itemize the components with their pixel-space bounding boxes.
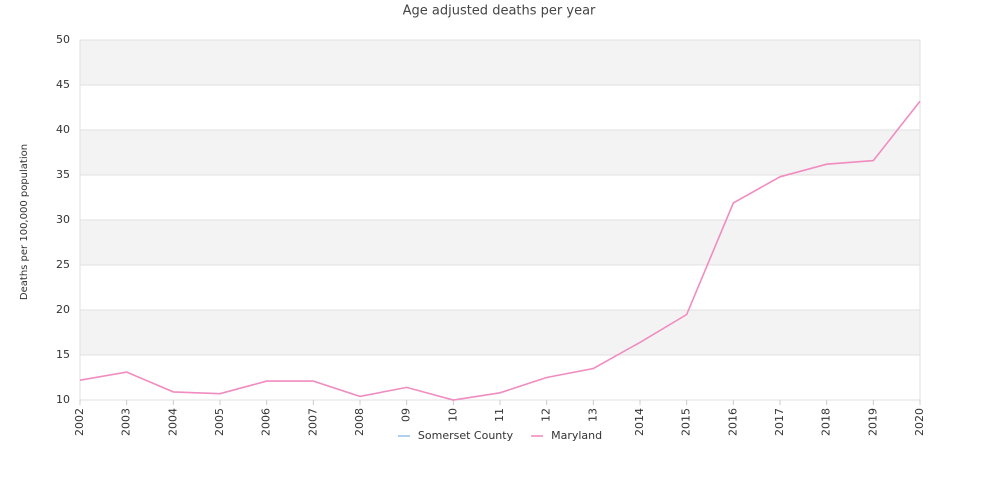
y-tick-label: 50: [56, 33, 70, 46]
y-axis-label: Deaths per 100,000 population: [19, 144, 30, 300]
legend-label: Somerset County: [418, 429, 514, 442]
series-line: [79, 100, 921, 401]
x-tick-label: 2016: [726, 408, 739, 436]
y-tick-label: 45: [56, 78, 70, 91]
x-tick-label: 2006: [260, 408, 273, 436]
y-tick-label: 10: [56, 393, 70, 406]
x-tick-label: 2018: [820, 408, 833, 436]
legend-label: Maryland: [551, 429, 602, 442]
y-tick-label: 30: [56, 213, 70, 226]
grid-band: [80, 310, 920, 355]
x-tick-label: 09: [400, 408, 413, 422]
grid-band: [80, 220, 920, 265]
y-tick-label: 35: [56, 168, 70, 181]
y-tick-label: 25: [56, 258, 70, 271]
x-tick-label: 2019: [866, 408, 879, 436]
x-tick-label: 2002: [73, 408, 86, 436]
x-tick-label: 2005: [213, 408, 226, 436]
y-tick-label: 15: [56, 348, 70, 361]
x-tick-label: 2020: [913, 408, 926, 436]
x-tick-label: 2008: [353, 408, 366, 436]
x-tick-label: 12: [540, 408, 553, 422]
y-tick-label: 40: [56, 123, 70, 136]
x-tick-label: 2017: [773, 408, 786, 436]
x-tick-label: 2004: [166, 408, 179, 436]
x-tick-label: 13: [586, 408, 599, 422]
x-tick-label: 2003: [120, 408, 133, 436]
x-tick-label: 2007: [306, 408, 319, 436]
x-tick-label: 11: [493, 408, 506, 422]
x-tick-label: 10: [446, 408, 459, 422]
grid-band: [80, 130, 920, 175]
x-tick-label: 2014: [633, 408, 646, 436]
chart-title: Age adjusted deaths per year: [403, 4, 596, 19]
grid-band: [80, 40, 920, 85]
y-tick-label: 20: [56, 303, 70, 316]
x-tick-label: 2015: [680, 408, 693, 436]
